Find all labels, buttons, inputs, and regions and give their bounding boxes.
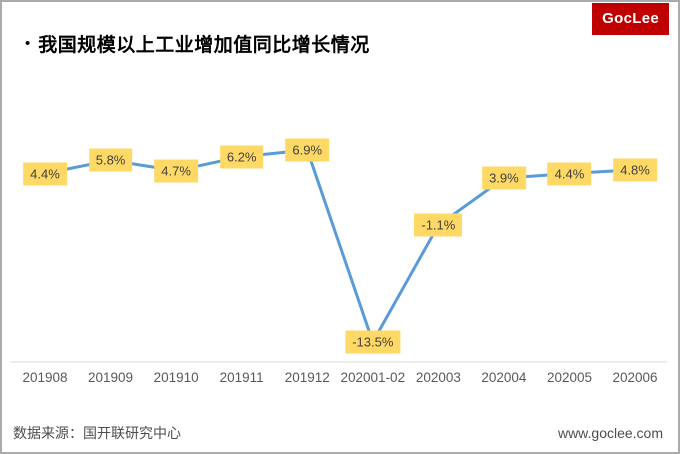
website-text: www.goclee.com: [557, 425, 663, 441]
data-label: 6.2%: [219, 145, 264, 169]
page-title: 我国规模以上工业增加值同比增长情况: [38, 35, 370, 56]
x-axis-label: 202006: [612, 370, 658, 385]
goclee-logo: GocLee: [592, 3, 669, 35]
data-label: 3.9%: [482, 166, 526, 190]
x-axis-label: 201910: [153, 370, 199, 385]
x-axis-label: 202003: [415, 370, 461, 385]
x-axis-label: 201912: [284, 370, 330, 385]
data-label: -13.5%: [345, 330, 401, 354]
x-axis-label: 202005: [546, 370, 592, 385]
bullet-icon: •: [25, 35, 31, 52]
data-source-text: 数据来源：国开联研究中心: [13, 425, 181, 441]
data-label: 4.4%: [23, 162, 67, 186]
chart-header: • 我国规模以上工业增加值同比增长情况: [25, 30, 370, 57]
x-axis-label: 201909: [88, 370, 134, 385]
data-label: 4.8%: [613, 158, 657, 182]
footer: 数据来源：国开联研究中心 www.goclee.com: [13, 423, 663, 443]
data-label: -1.1%: [414, 213, 463, 237]
data-label: 4.4%: [547, 162, 592, 186]
x-axis-label: 201908: [22, 370, 68, 385]
data-label: 6.9%: [285, 138, 330, 162]
chart-canvas: [10, 148, 667, 363]
data-label: 5.8%: [88, 148, 133, 172]
x-axis-label: 201911: [219, 370, 264, 385]
x-axis-label: 202004: [481, 370, 527, 385]
series-line: [43, 148, 637, 344]
x-axis-label: 202001-02: [340, 370, 406, 385]
line-chart: 4.4% 5.8% 4.7% 6.2% 6.9% -13.5% -1.1% 3.9% 4.4% 4…: [0, 80, 680, 400]
data-label: 4.7%: [154, 159, 198, 183]
